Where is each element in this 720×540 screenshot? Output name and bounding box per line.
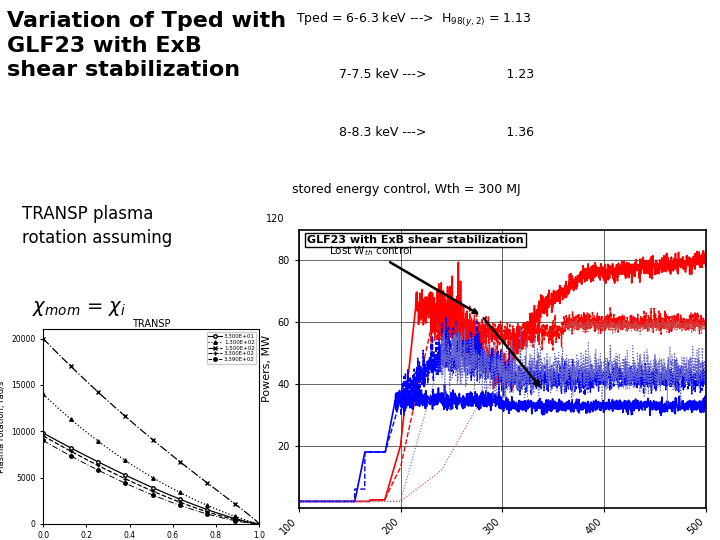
Text: stored energy control, Wth = 300 MJ: stored energy control, Wth = 300 MJ bbox=[292, 183, 521, 196]
Text: GLF23 with ExB shear stabilization: GLF23 with ExB shear stabilization bbox=[307, 235, 523, 245]
Text: TRANSP plasma
rotation assuming: TRANSP plasma rotation assuming bbox=[22, 205, 172, 247]
Text: 8-8.3 keV --->                    1.36: 8-8.3 keV ---> 1.36 bbox=[339, 126, 534, 139]
Text: Lost W$_{th}$ control: Lost W$_{th}$ control bbox=[329, 244, 477, 313]
Y-axis label: Plasma rotation, rad/s: Plasma rotation, rad/s bbox=[0, 380, 6, 473]
Text: Tped = 6-6.3 keV --->  H$_{98(y,2)}$ = 1.13: Tped = 6-6.3 keV ---> H$_{98(y,2)}$ = 1.… bbox=[297, 11, 532, 29]
Text: Variation of Tped with
GLF23 with ExB
shear stabilization: Variation of Tped with GLF23 with ExB sh… bbox=[7, 11, 287, 80]
Text: 7-7.5 keV --->                    1.23: 7-7.5 keV ---> 1.23 bbox=[339, 68, 534, 81]
Y-axis label: Powers, MW: Powers, MW bbox=[262, 335, 272, 402]
Text: $\chi_{mom}$ = $\chi_i$: $\chi_{mom}$ = $\chi_i$ bbox=[32, 299, 126, 318]
Legend: 3.300E+01, 1.300E+02, 1.500E+02, 3.300E+02, 3.390E+02: 3.300E+01, 1.300E+02, 1.500E+02, 3.300E+… bbox=[207, 332, 256, 364]
Title: TRANSP: TRANSP bbox=[132, 319, 171, 329]
Text: 120: 120 bbox=[266, 214, 284, 224]
